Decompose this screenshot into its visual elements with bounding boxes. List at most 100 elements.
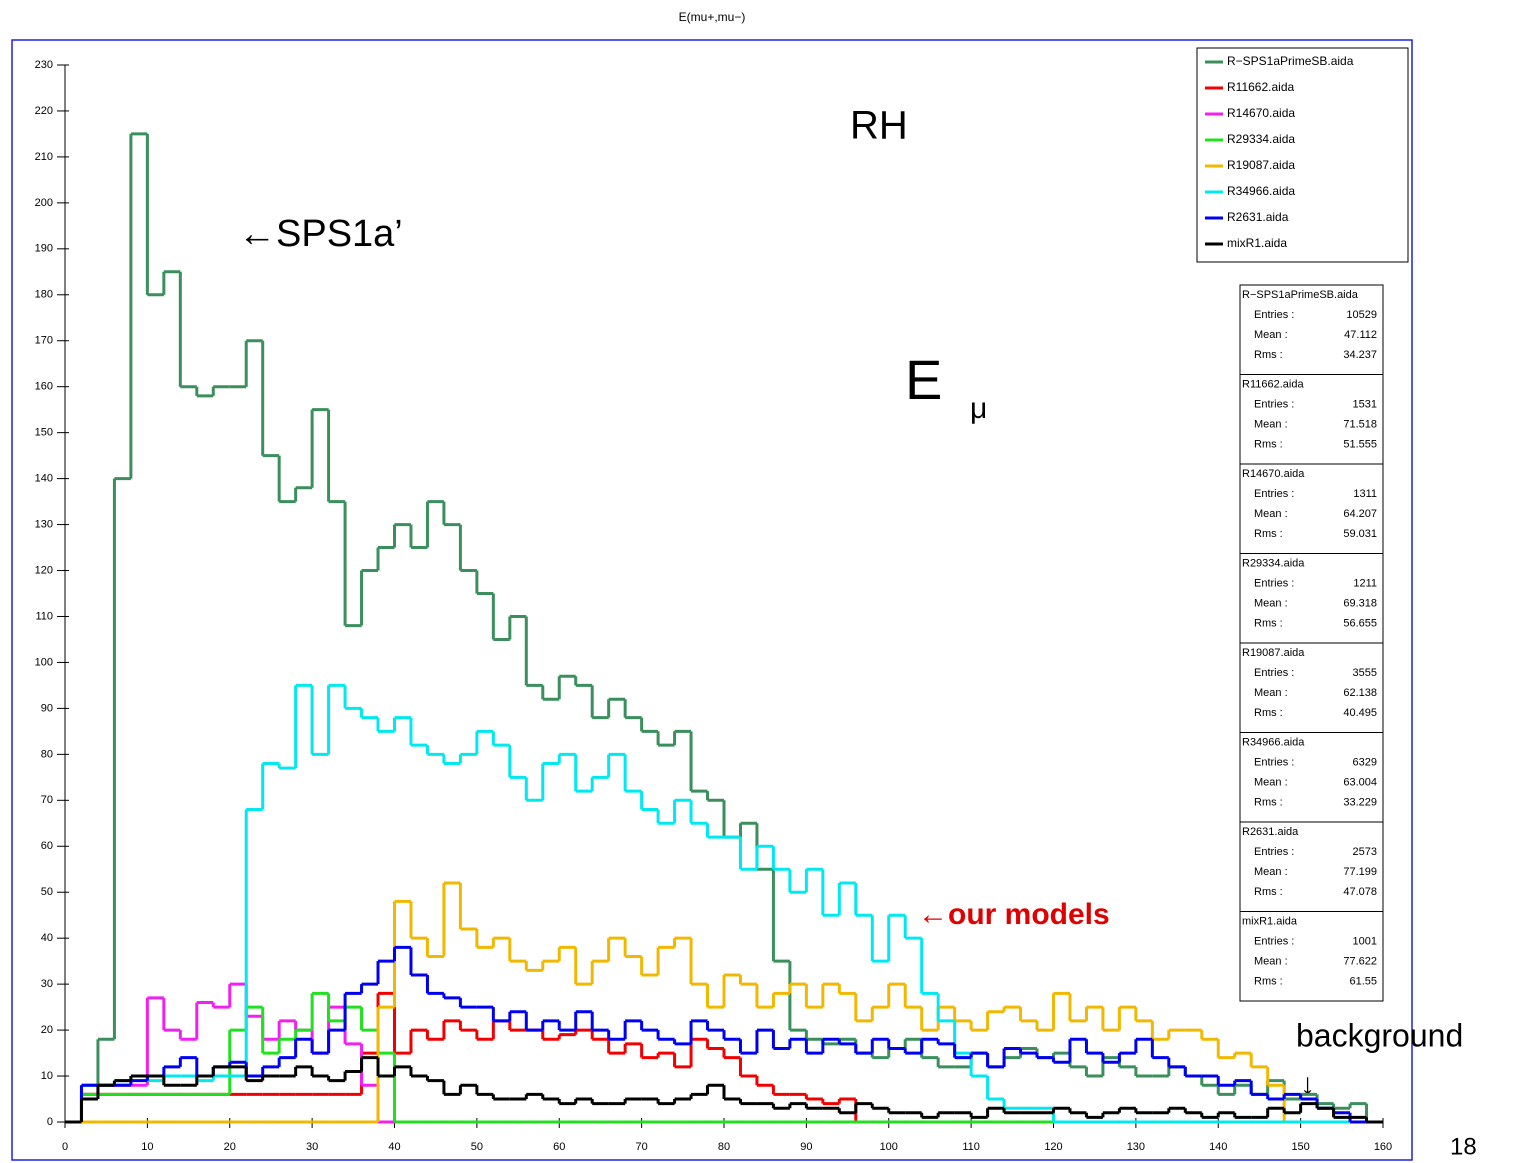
stats-value: 62.138 bbox=[1343, 687, 1377, 699]
stats-value: 61.55 bbox=[1349, 975, 1377, 987]
stats-value: 40.495 bbox=[1343, 707, 1377, 719]
y-tick-label: 150 bbox=[35, 427, 53, 439]
series bbox=[65, 881, 1383, 1124]
stats-name: R34966.aida bbox=[1242, 736, 1305, 748]
stats-label: Entries : bbox=[1254, 846, 1294, 858]
stats-label: Rms : bbox=[1254, 528, 1283, 540]
legend-label: R11662.aida bbox=[1227, 80, 1294, 94]
stats-label: Rms : bbox=[1254, 707, 1283, 719]
stats-value: 77.622 bbox=[1343, 955, 1377, 967]
stats-box bbox=[1239, 732, 1384, 823]
y-tick-label: 220 bbox=[35, 105, 53, 117]
stats-name: mixR1.aida bbox=[1242, 915, 1298, 927]
stats-label: Mean : bbox=[1254, 597, 1288, 609]
x-tick-label: 10 bbox=[141, 1141, 153, 1153]
stats-value: 71.518 bbox=[1343, 418, 1377, 430]
x-tick-label: 160 bbox=[1374, 1141, 1392, 1153]
y-tick-label: 90 bbox=[41, 702, 53, 714]
bin-connector bbox=[79, 993, 858, 1122]
stats-box bbox=[1239, 463, 1384, 554]
annotation: E bbox=[905, 348, 942, 411]
stats-value: 33.229 bbox=[1343, 796, 1377, 808]
legend-label: mixR1.aida bbox=[1227, 236, 1287, 250]
x-tick-label: 40 bbox=[388, 1141, 400, 1153]
x-tick-label: 120 bbox=[1044, 1141, 1062, 1153]
stats-value: 51.555 bbox=[1343, 438, 1377, 450]
stats-label: Entries : bbox=[1254, 398, 1294, 410]
stats-value: 3555 bbox=[1353, 667, 1377, 679]
stats-label: Mean : bbox=[1254, 329, 1288, 341]
frame bbox=[11, 39, 1413, 1161]
stats-box bbox=[1239, 374, 1384, 465]
y-tick-label: 160 bbox=[35, 381, 53, 393]
annotation: ←our models bbox=[918, 898, 1110, 931]
y-tick-label: 110 bbox=[35, 610, 53, 622]
x-tick-label: 110 bbox=[962, 1141, 980, 1153]
stats-label: Entries : bbox=[1254, 667, 1294, 679]
y-tick-label: 30 bbox=[41, 978, 53, 990]
stats-label: Mean : bbox=[1254, 776, 1288, 788]
x-tick-label: 30 bbox=[306, 1141, 318, 1153]
y-tick-label: 40 bbox=[41, 932, 53, 944]
stats-name: R14670.aida bbox=[1242, 468, 1305, 480]
y-tick-label: 140 bbox=[35, 473, 53, 485]
y-tick-label: 180 bbox=[35, 289, 53, 301]
stats-value: 69.318 bbox=[1343, 597, 1377, 609]
annotation: ←SPS1a’ bbox=[238, 213, 403, 255]
x-tick-label: 0 bbox=[62, 1141, 68, 1153]
stats-name: R19087.aida bbox=[1242, 647, 1305, 659]
stats-value: 47.078 bbox=[1343, 886, 1377, 898]
series bbox=[65, 132, 1383, 1124]
x-tick-label: 60 bbox=[553, 1141, 565, 1153]
stats-box bbox=[1239, 284, 1384, 375]
x-tick-label: 70 bbox=[636, 1141, 648, 1153]
series bbox=[65, 1056, 1383, 1124]
x-tick-label: 150 bbox=[1291, 1141, 1309, 1153]
stats-label: Entries : bbox=[1254, 309, 1294, 321]
x-tick-label: 140 bbox=[1209, 1141, 1227, 1153]
stats-label: Entries : bbox=[1254, 488, 1294, 500]
legend-label: R2631.aida bbox=[1227, 210, 1289, 224]
stats-value: 34.237 bbox=[1343, 349, 1377, 361]
x-tick-label: 80 bbox=[718, 1141, 730, 1153]
x-tick-label: 50 bbox=[471, 1141, 483, 1153]
y-tick-label: 120 bbox=[35, 564, 53, 576]
y-tick-label: 170 bbox=[35, 335, 53, 347]
legend-label: R19087.aida bbox=[1227, 158, 1295, 172]
stats-box bbox=[1239, 553, 1384, 644]
x-tick-label: 20 bbox=[224, 1141, 236, 1153]
y-tick-label: 80 bbox=[41, 748, 53, 760]
annotation: ↓ bbox=[1300, 1068, 1315, 1101]
legend-label: R34966.aida bbox=[1227, 184, 1295, 198]
stats-label: Mean : bbox=[1254, 866, 1288, 878]
legend-box bbox=[1196, 47, 1409, 263]
y-tick-label: 130 bbox=[35, 518, 53, 530]
stats-label: Rms : bbox=[1254, 886, 1283, 898]
annotation: μ bbox=[970, 392, 987, 425]
y-tick-label: 190 bbox=[35, 243, 53, 255]
stats-label: Rms : bbox=[1254, 796, 1283, 808]
legend-label: R29334.aida bbox=[1227, 132, 1295, 146]
y-tick-label: 210 bbox=[35, 151, 53, 163]
stats-value: 1531 bbox=[1353, 398, 1377, 410]
x-tick-label: 130 bbox=[1127, 1141, 1145, 1153]
stats-value: 10529 bbox=[1346, 309, 1377, 321]
stats-value: 47.112 bbox=[1344, 329, 1377, 341]
stats-label: Entries : bbox=[1254, 935, 1294, 947]
stats-box bbox=[1239, 642, 1384, 733]
stats-label: Entries : bbox=[1254, 577, 1294, 589]
stats-value: 1211 bbox=[1353, 577, 1377, 589]
annotation: RH bbox=[850, 104, 908, 148]
x-tick-label: 100 bbox=[880, 1141, 898, 1153]
stats-label: Mean : bbox=[1254, 687, 1288, 699]
stats-name: R−SPS1aPrimeSB.aida bbox=[1242, 289, 1359, 301]
y-tick-label: 60 bbox=[41, 840, 53, 852]
y-tick-label: 100 bbox=[35, 656, 53, 668]
stats-value: 63.004 bbox=[1343, 776, 1377, 788]
stats-label: Mean : bbox=[1254, 508, 1288, 520]
stats-value: 59.031 bbox=[1343, 528, 1377, 540]
annotation: background bbox=[1296, 1017, 1463, 1053]
chart-title: E(mu+,mu−) bbox=[679, 10, 746, 24]
y-tick-label: 0 bbox=[47, 1116, 53, 1128]
